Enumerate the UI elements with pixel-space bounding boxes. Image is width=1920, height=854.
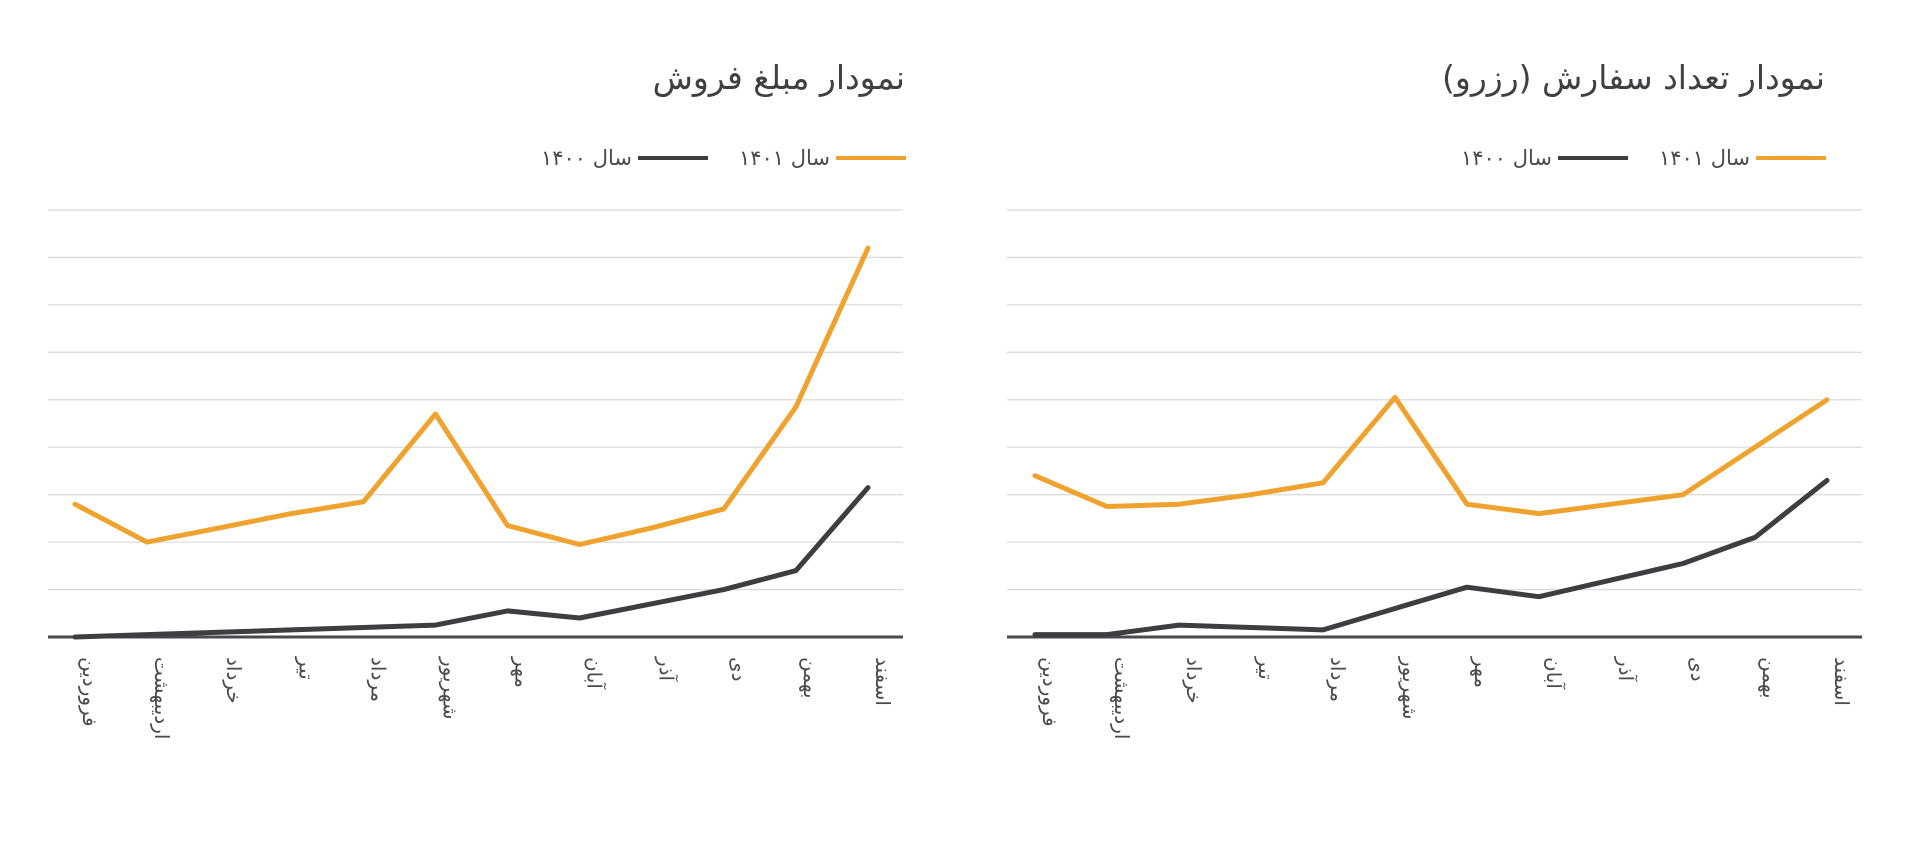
x-tick-label: خرداد [222,657,246,704]
x-tick-label: اسفند [1830,657,1854,706]
legend-label: سال ۱۴۰۰ [1460,146,1552,170]
legend-item-1401: سال ۱۴۰۱ [1659,146,1826,170]
x-tick-label: اردیبهشت [150,657,174,739]
chart-title: نمودار مبلغ فروش [652,58,905,97]
x-tick-label: آبان [583,657,608,690]
legend-swatch-icon [1558,156,1628,160]
x-tick-label: آذر [655,656,680,683]
x-tick-label: مرداد [1326,657,1350,702]
legend-swatch-icon [1756,156,1826,160]
sales-amount-chart-panel: فروردین اردیبهشت خرداد تیر مرداد شهریور مهر آبا… [48,58,906,739]
x-tick-label: آذر [1614,656,1639,683]
x-tick-label: شهریور [1398,656,1422,720]
sales-amount-chart: فروردین اردیبهشت خرداد تیر مرداد شهریور مهر آبا… [48,209,903,739]
legend-item-1401: سال ۱۴۰۱ [739,146,906,170]
legend-label: سال ۱۴۰۱ [738,146,830,170]
legend-label: سال ۱۴۰۰ [540,146,632,170]
x-tick-label: بهمن [799,657,823,699]
x-tick-label: دی [1686,657,1710,682]
x-tick-label: خرداد [1182,657,1206,704]
legend-swatch-icon [836,156,906,160]
x-tick-label: شهریور [438,656,462,720]
x-tick-label: بهمن [1758,657,1782,699]
x-tick-label: تیر [1254,656,1278,680]
x-tick-label: اردیبهشت [1110,657,1134,739]
x-tick-label: تیر [294,656,318,680]
series-line-1400 [1032,477,1830,638]
x-tick-label: آبان [1542,657,1567,690]
legend-item-1400: سال ۱۴۰۰ [1461,146,1628,170]
order-count-chart: فروردین اردیبهشت خرداد تیر مرداد شهریور مهر آبا… [1007,209,1862,739]
x-tick-label: فروردین [1038,657,1062,727]
chart-title: نمودار تعداد سفارش (رزرو) [1442,58,1825,97]
legend-label: سال ۱۴۰۱ [1658,146,1750,170]
series-line-1400 [72,485,871,640]
legend-swatch-icon [638,156,708,160]
x-tick-label: مرداد [366,657,390,702]
series-line-1401 [72,245,871,547]
x-tick-label: مهر [1470,656,1494,688]
series-line-1401 [1032,394,1830,517]
legend-item-1400: سال ۱۴۰۰ [541,146,708,170]
x-tick-label: فروردین [78,657,102,727]
order-count-chart-panel: فروردین اردیبهشت خرداد تیر مرداد شهریور مهر آبا… [960,0,1920,854]
x-tick-label: دی [727,657,751,682]
x-tick-label: مهر [511,656,535,688]
x-tick-label: اسفند [871,657,895,706]
